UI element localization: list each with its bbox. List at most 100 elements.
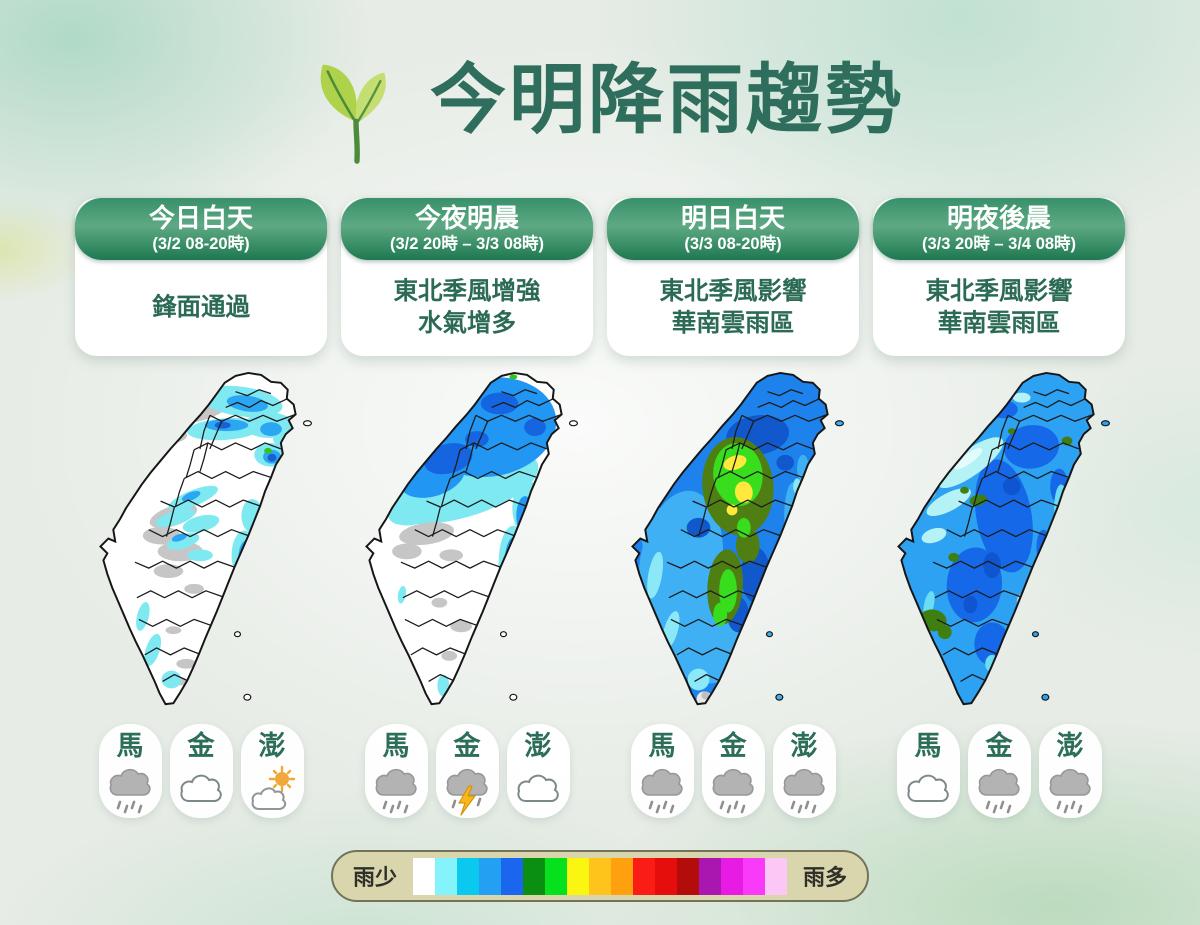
island-forecasts: 馬 — [75, 724, 327, 818]
scale-swatch — [699, 857, 721, 895]
rain-map-taiwan-tomorrow-day — [607, 370, 859, 718]
island-forecast-pill: 馬 — [896, 724, 960, 818]
scale-swatch — [523, 857, 545, 895]
scale-swatch — [545, 857, 567, 895]
island-label: 馬 — [116, 731, 144, 761]
island-forecast-pill: 澎 — [1038, 724, 1102, 818]
rain-maps-row — [0, 370, 1200, 718]
rain-intensity-scale: 雨少 雨多 — [330, 850, 870, 902]
period-description: 東北季風影響 華南雲雨區 — [925, 277, 1073, 337]
weather-icon — [514, 765, 562, 817]
island-label: 金 — [453, 731, 481, 761]
weather-icon — [709, 765, 757, 817]
scale-swatch — [567, 857, 589, 895]
island-forecast-pill: 金 — [435, 724, 499, 818]
island-forecasts-row: 馬 — [0, 724, 1200, 818]
scale-swatch — [501, 857, 523, 895]
weather-icon — [1046, 765, 1094, 817]
period-description: 東北季風增強 水氣增多 — [393, 277, 541, 337]
weather-icon — [638, 765, 686, 817]
scale-swatch — [479, 857, 501, 895]
period-title: 今夜明晨 — [414, 203, 519, 233]
island-forecasts: 馬 — [341, 724, 593, 818]
period-header: 今日白天 (3/2 08-20時) — [75, 198, 327, 260]
scale-swatch — [457, 857, 479, 895]
period-time: (3/2 08-20時) — [152, 234, 250, 253]
rain-map-taiwan-today-day — [75, 370, 327, 718]
island-label: 澎 — [1056, 731, 1084, 761]
scale-swatch — [655, 857, 677, 895]
island-forecasts: 馬 — [873, 724, 1125, 818]
weather-icon — [443, 765, 491, 817]
island-label: 金 — [985, 731, 1013, 761]
period-title: 明夜後晨 — [946, 203, 1051, 233]
scale-swatch — [413, 857, 435, 895]
island-label: 馬 — [648, 731, 676, 761]
rain-cloud-icon — [375, 768, 417, 814]
island-forecast-pill: 金 — [701, 724, 765, 818]
period-time: (3/3 08-20時) — [684, 234, 782, 253]
period-header: 明日白天 (3/3 08-20時) — [607, 198, 859, 260]
rain-cloud-icon — [712, 768, 754, 814]
island-forecasts: 馬 — [607, 724, 859, 818]
weather-icon — [780, 765, 828, 817]
weather-icon — [248, 765, 296, 817]
island-forecast-pill: 澎 — [772, 724, 836, 818]
forecast-card-tomorrow-day: 明日白天 (3/3 08-20時) 東北季風影響 華南雲雨區 — [607, 198, 859, 356]
island-label: 馬 — [382, 731, 410, 761]
scale-swatch — [589, 857, 611, 895]
title-row: 今明降雨趨勢 — [0, 0, 1200, 172]
period-header: 今夜明晨 (3/2 20時 – 3/3 08時) — [341, 198, 593, 260]
period-header: 明夜後晨 (3/3 20時 – 3/4 08時) — [873, 198, 1125, 260]
rain-cloud-icon — [978, 768, 1020, 814]
forecast-cards-row: 今日白天 (3/2 08-20時) 鋒面通過 今夜明晨 (3/2 20時 – 3… — [0, 198, 1200, 356]
rain-cloud-icon — [783, 768, 825, 814]
scale-swatch — [765, 857, 787, 895]
island-forecast-pill: 澎 — [506, 724, 570, 818]
island-forecast-pill: 金 — [967, 724, 1031, 818]
rain-cloud-icon — [641, 768, 683, 814]
scale-more-label: 雨多 — [803, 865, 848, 890]
rain-cloud-icon — [109, 768, 151, 814]
island-label: 澎 — [790, 731, 818, 761]
cloud-icon — [180, 774, 222, 802]
sprout-icon — [320, 64, 386, 164]
island-label: 馬 — [914, 731, 942, 761]
weather-icon — [975, 765, 1023, 817]
rain-map-taiwan-tomorrow-night — [873, 370, 1125, 718]
rain-map-taiwan-tonight — [341, 370, 593, 718]
thunderstorm-icon — [446, 768, 488, 816]
weather-icon — [106, 765, 154, 817]
scale-swatch — [721, 857, 743, 895]
island-forecast-pill: 馬 — [630, 724, 694, 818]
scale-swatch — [677, 857, 699, 895]
forecast-card-tomorrow-night: 明夜後晨 (3/3 20時 – 3/4 08時) 東北季風影響 華南雲雨區 — [873, 198, 1125, 356]
scale-swatch — [435, 857, 457, 895]
island-label: 金 — [719, 731, 747, 761]
scale-swatch — [633, 857, 655, 895]
scale-swatches — [413, 857, 787, 895]
period-title: 明日白天 — [680, 203, 785, 233]
rain-scale-row: 雨少 雨多 — [0, 850, 1200, 902]
page-title: 今明降雨趨勢 — [430, 58, 904, 143]
period-title: 今日白天 — [148, 203, 253, 233]
island-label: 澎 — [258, 731, 286, 761]
period-description: 東北季風影響 華南雲雨區 — [659, 277, 807, 337]
island-forecast-pill: 澎 — [240, 724, 304, 818]
cloud-icon — [517, 774, 559, 802]
scale-swatch — [611, 857, 633, 895]
period-time: (3/3 20時 – 3/4 08時) — [921, 234, 1077, 253]
island-label: 金 — [187, 731, 215, 761]
island-label: 澎 — [524, 731, 552, 761]
island-forecast-pill: 馬 — [98, 724, 162, 818]
weather-icon — [372, 765, 420, 817]
weather-icon — [904, 765, 952, 817]
forecast-card-tonight: 今夜明晨 (3/2 20時 – 3/3 08時) 東北季風增強 水氣增多 — [341, 198, 593, 356]
forecast-card-today-day: 今日白天 (3/2 08-20時) 鋒面通過 — [75, 198, 327, 356]
island-forecast-pill: 金 — [169, 724, 233, 818]
scale-swatch — [743, 857, 765, 895]
rain-cloud-icon — [1049, 768, 1091, 814]
cloud-icon — [907, 774, 949, 802]
weather-icon — [177, 765, 225, 817]
